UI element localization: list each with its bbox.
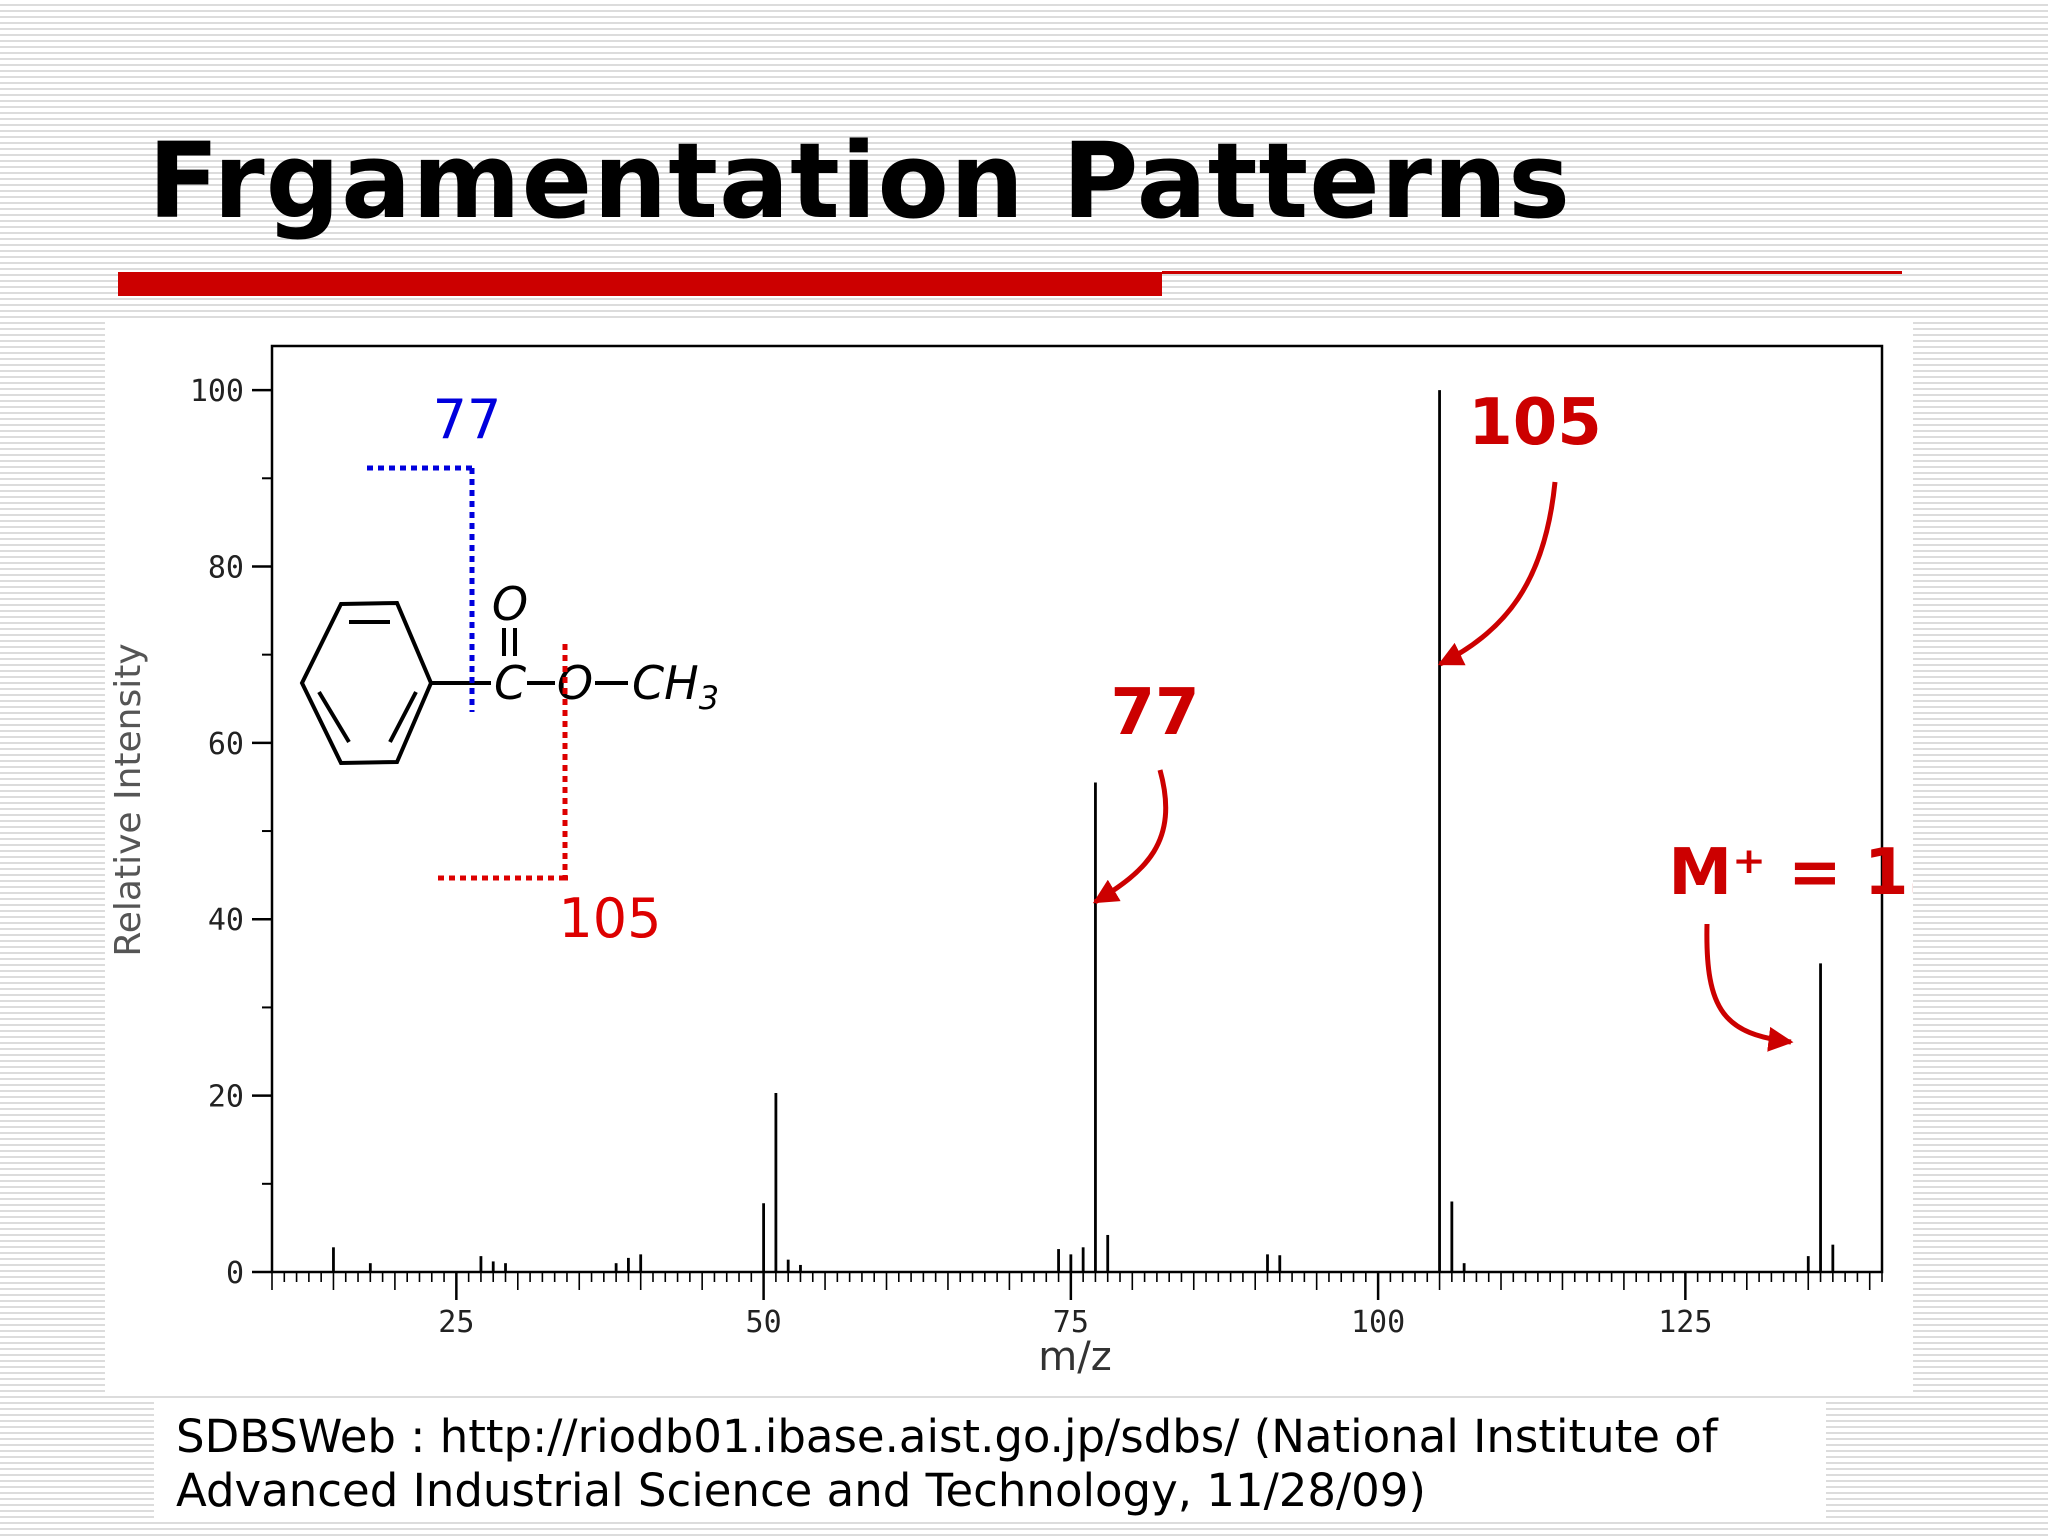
molecular-ion-callout: M⁺ = 136: [1668, 836, 1913, 910]
peak-105-callout: 105: [1468, 386, 1602, 460]
x-tick-label: 25: [438, 1305, 474, 1340]
carbonyl-oxygen: O: [492, 577, 528, 631]
methyl-subscript: 3: [699, 679, 719, 717]
y-tick-label: 0: [226, 1256, 244, 1291]
ring-double-bond-right: [388, 691, 418, 743]
x-tick-label: 75: [1053, 1305, 1089, 1340]
y-axis-label: Relative Intensity: [108, 643, 149, 956]
fragment-77-label: 77: [433, 388, 502, 451]
y-tick-label: 60: [208, 727, 244, 762]
title-underline-thick: [118, 272, 1162, 296]
x-axis-label: m/z: [1038, 1334, 1111, 1380]
plot-frame: [270, 344, 1884, 1274]
source-line-1: SDBSWeb : http://riodb01.ibase.aist.go.j…: [176, 1410, 1718, 1463]
source-citation: SDBSWeb : http://riodb01.ibase.aist.go.j…: [154, 1398, 1826, 1522]
molecule-structure: [299, 600, 628, 766]
y-tick-label: 80: [208, 550, 244, 585]
y-tick-label: 40: [208, 903, 244, 938]
x-tick-label: 100: [1351, 1305, 1405, 1340]
benzene-ring: [299, 600, 434, 766]
source-line-2: Advanced Industrial Science and Technolo…: [176, 1464, 1426, 1517]
title-underline-thin: [1162, 271, 1902, 274]
methyl-ch: CH: [632, 656, 699, 710]
ester-oxygen: O: [557, 656, 593, 710]
x-tick-label: 50: [746, 1305, 782, 1340]
carbonyl-carbon: C: [494, 656, 526, 710]
methyl-group: CH3: [632, 656, 719, 717]
fragment-105-label: 105: [558, 887, 661, 950]
peak-105-arrow: [1437, 481, 1558, 667]
ring-double-bond-left: [317, 690, 351, 744]
peak-77-callout: 77: [1110, 676, 1199, 750]
slide-title: Frgamentation Patterns: [148, 120, 1572, 242]
peak-77-arrow: [1092, 769, 1169, 905]
mass-spectrum-chart: 0 20 40 60 80 100 25 50 75 100 125 Relative Inten…: [108, 344, 1913, 1380]
y-tick-label: 20: [208, 1080, 244, 1115]
molecular-ion-arrow: [1704, 923, 1794, 1052]
y-tick-label: 100: [190, 374, 244, 409]
x-tick-label: 125: [1658, 1305, 1712, 1340]
chart-panel: 0 20 40 60 80 100 25 50 75 100 125 Relative Inten…: [105, 322, 1913, 1392]
